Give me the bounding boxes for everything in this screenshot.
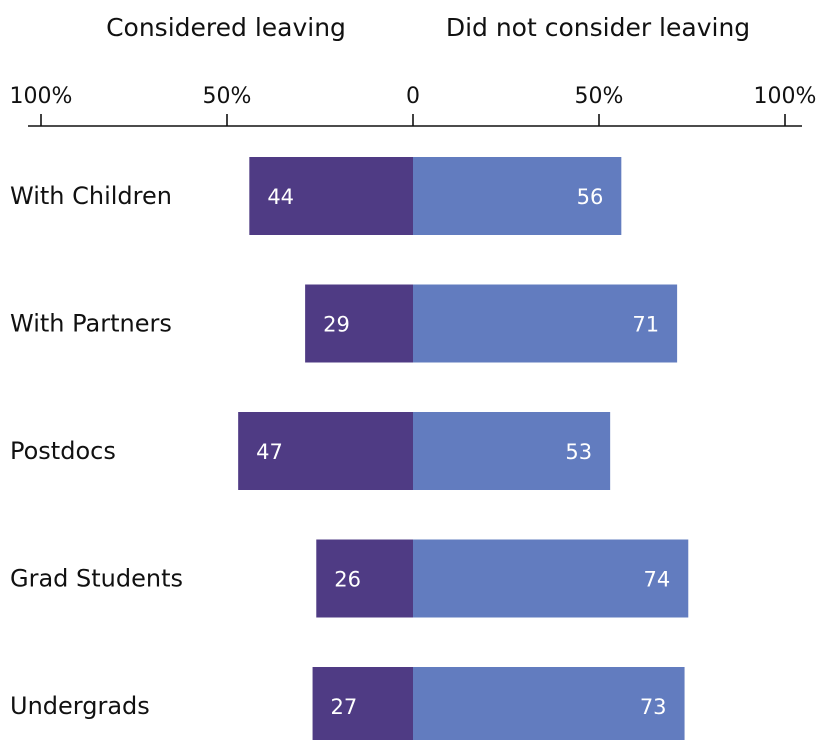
data-label-did-not-consider-leaving: 74 [644, 568, 671, 592]
data-label-did-not-consider-leaving: 56 [577, 185, 604, 209]
bar-did-not-consider-leaving [413, 667, 685, 745]
x-tick-label: 100% [10, 84, 73, 109]
data-label-considered-leaving: 44 [267, 185, 294, 209]
bars-group: With Children 44 56 With Partners 29 71 Postdo… [10, 157, 689, 745]
category-label: Postdocs [10, 437, 116, 465]
bar-considered-leaving [312, 667, 413, 745]
bar-did-not-consider-leaving [413, 539, 689, 618]
data-label-did-not-consider-leaving: 73 [640, 695, 667, 719]
bar-did-not-consider-leaving [413, 157, 622, 235]
data-label-considered-leaving: 29 [323, 313, 350, 337]
bar-considered-leaving [316, 539, 413, 618]
x-tick-label: 0 [406, 84, 420, 109]
x-tick-label: 50% [203, 84, 252, 109]
data-label-considered-leaving: 26 [334, 568, 361, 592]
data-label-considered-leaving: 47 [256, 440, 283, 464]
data-label-did-not-consider-leaving: 71 [632, 313, 659, 337]
bar-did-not-consider-leaving [413, 284, 678, 363]
category-label: With Children [10, 182, 172, 210]
x-axis-ticks: 100% 50% 0 50% 100% [10, 84, 817, 126]
bar-considered-leaving [305, 284, 413, 363]
data-label-did-not-consider-leaving: 53 [565, 440, 592, 464]
header-did-not-consider-leaving: Did not consider leaving [446, 13, 750, 42]
data-label-considered-leaving: 27 [331, 695, 358, 719]
bar-considered-leaving [238, 412, 413, 490]
header-considered-leaving: Considered leaving [106, 13, 346, 42]
x-tick-label: 50% [575, 84, 624, 109]
category-label: With Partners [10, 310, 172, 338]
bar-did-not-consider-leaving [413, 412, 611, 490]
category-label: Grad Students [10, 565, 183, 593]
bar-considered-leaving [249, 157, 413, 235]
category-label: Undergrads [10, 692, 150, 720]
x-tick-label: 100% [754, 84, 817, 109]
